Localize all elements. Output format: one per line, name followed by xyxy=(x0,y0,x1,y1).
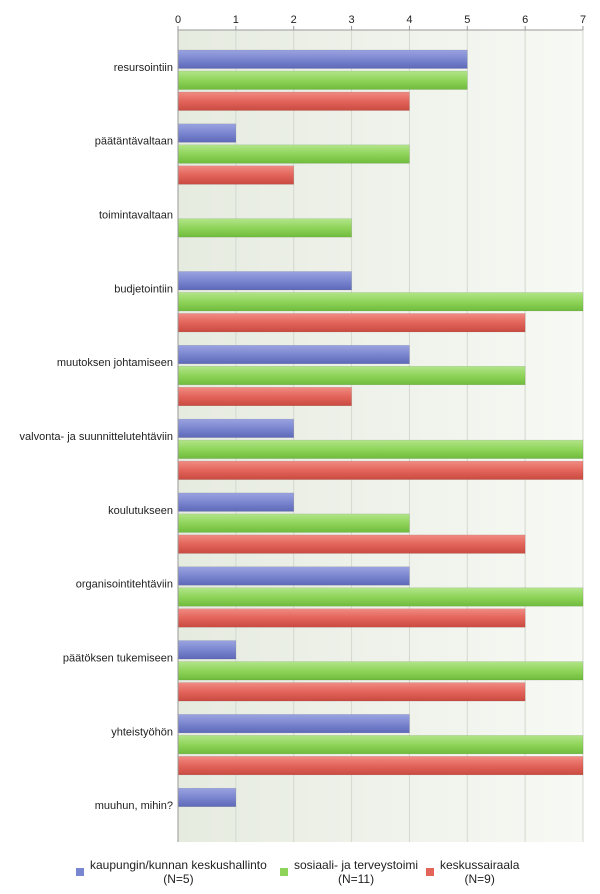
bar xyxy=(177,735,584,755)
bar xyxy=(177,640,237,660)
legend: kaupungin/kunnan keskushallinto (N=5) so… xyxy=(0,858,600,894)
legend-label-0: kaupungin/kunnan keskushallinto (N=5) xyxy=(90,858,267,886)
category-label: valvonta- ja suunnittelutehtäviin xyxy=(20,431,173,443)
bar xyxy=(177,91,410,111)
bar xyxy=(177,439,584,459)
category-label: yhteistyöhön xyxy=(111,726,173,738)
bar xyxy=(177,587,584,607)
legend-swatch-0 xyxy=(76,868,84,876)
category-label: päätäntävaltaan xyxy=(95,136,173,148)
bar xyxy=(177,418,294,438)
tick-label: 0 xyxy=(175,14,181,26)
legend-swatch-2 xyxy=(426,868,434,876)
legend-label-2: keskussairaala (N=9) xyxy=(440,858,520,886)
bar xyxy=(177,661,584,681)
tick-label: 6 xyxy=(522,14,528,26)
tick-label: 3 xyxy=(349,14,355,26)
category-labels: resursointiin päätäntävaltaan toimintavalt… xyxy=(20,62,173,812)
bar xyxy=(177,534,526,554)
bar xyxy=(177,513,410,533)
bar xyxy=(177,756,584,776)
bar xyxy=(177,492,294,512)
tick-label: 1 xyxy=(233,14,239,26)
legend-label-1: sosiaali- ja terveystoimi (N=11) xyxy=(294,858,419,886)
category-label: resursointiin xyxy=(114,62,173,74)
bar xyxy=(177,49,468,69)
bar xyxy=(177,714,410,734)
bar xyxy=(177,682,526,702)
x-axis-ticks: 0 1 2 3 4 5 6 7 xyxy=(175,14,586,30)
category-label: muuhun, mihin? xyxy=(95,800,173,812)
legend-swatch-1 xyxy=(280,868,288,876)
tick-label: 4 xyxy=(406,14,412,26)
bar xyxy=(177,292,584,312)
bar xyxy=(177,70,468,90)
bar xyxy=(177,144,410,164)
category-label: koulutukseen xyxy=(108,505,173,517)
category-label: muutoksen johtamiseen xyxy=(57,357,173,369)
bar xyxy=(177,123,237,143)
tick-label: 5 xyxy=(464,14,470,26)
bar xyxy=(177,787,237,807)
bar xyxy=(177,345,410,365)
bar xyxy=(177,366,526,386)
bar xyxy=(177,460,584,480)
bar xyxy=(177,608,526,628)
bar xyxy=(177,566,410,586)
bar xyxy=(177,271,352,291)
category-label: toimintavaltaan xyxy=(99,210,173,222)
category-label: budjetointiin xyxy=(114,283,173,295)
bar xyxy=(177,218,352,238)
category-label: organisointitehtäviin xyxy=(76,579,173,591)
bar xyxy=(177,313,526,333)
category-label: päätöksen tukemiseen xyxy=(63,652,173,664)
bar xyxy=(177,387,352,407)
tick-label: 2 xyxy=(291,14,297,26)
bar xyxy=(177,165,294,185)
tick-label: 7 xyxy=(580,14,586,26)
